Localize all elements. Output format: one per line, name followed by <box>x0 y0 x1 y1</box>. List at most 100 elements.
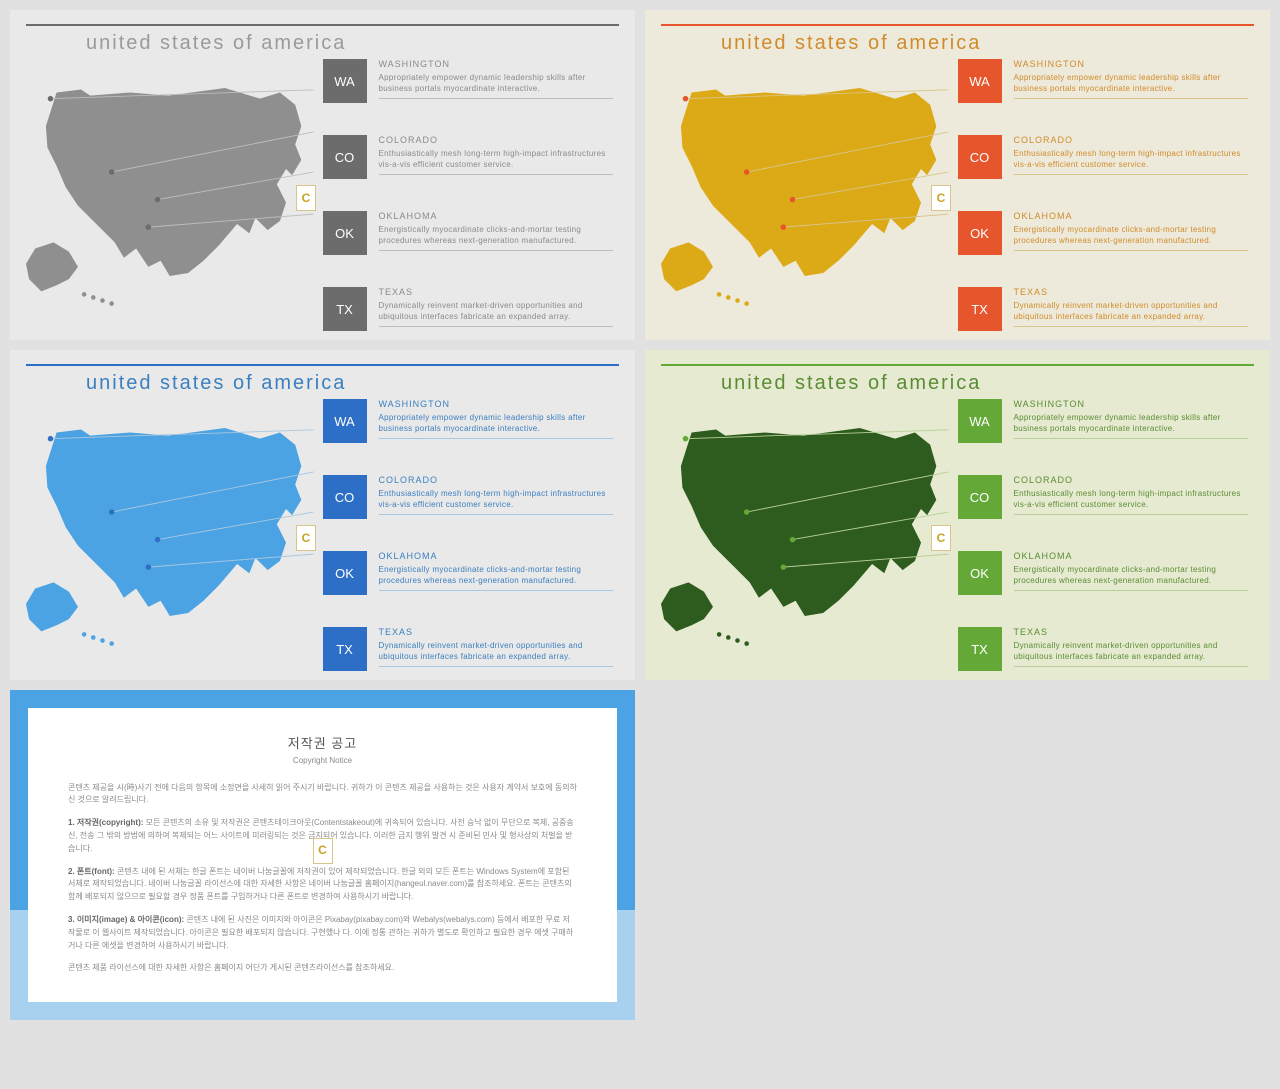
state-name: WASHINGTON <box>1014 399 1249 409</box>
row-underline <box>379 98 614 99</box>
badge-icon: C <box>296 185 316 211</box>
info-column: WA WASHINGTON Appropriately empower dyna… <box>958 55 1255 335</box>
state-row-ok: OK OKLAHOMA Energistically myocardinate … <box>958 211 1255 255</box>
state-row-ok: OK OKLAHOMA Energistically myocardinate … <box>323 211 620 255</box>
state-text: WASHINGTON Appropriately empower dynamic… <box>379 399 620 439</box>
copyright-panel: 저작권 공고 Copyright Notice 콘텐츠 제공을 시(時)사기 전… <box>10 690 635 1020</box>
row-underline <box>379 250 614 251</box>
state-code-box: OK <box>958 211 1002 255</box>
state-text: COLORADO Enthusiastically mesh long-term… <box>1014 475 1255 515</box>
row-underline <box>379 326 614 327</box>
us-map <box>20 405 317 665</box>
row-underline <box>379 666 614 667</box>
state-row-co: CO COLORADO Enthusiastically mesh long-t… <box>958 135 1255 179</box>
state-desc: Enthusiastically mesh long-term high-imp… <box>1014 148 1249 170</box>
state-name: COLORADO <box>379 475 614 485</box>
copyright-footer: 콘텐츠 제품 라이선스에 대한 자세한 사항은 홈페이지 어딘가 게시된 콘텐츠… <box>68 962 577 975</box>
state-code-box: TX <box>958 627 1002 671</box>
badge-icon: C <box>313 838 333 864</box>
state-desc: Energistically myocardinate clicks-and-m… <box>379 564 614 586</box>
state-desc: Energistically myocardinate clicks-and-m… <box>379 224 614 246</box>
state-row-wa: WA WASHINGTON Appropriately empower dyna… <box>958 399 1255 443</box>
state-text: TEXAS Dynamically reinvent market-driven… <box>379 627 620 667</box>
map-column: C <box>661 395 958 675</box>
state-code-box: WA <box>323 399 367 443</box>
state-text: OKLAHOMA Energistically myocardinate cli… <box>379 211 620 251</box>
state-row-co: CO COLORADO Enthusiastically mesh long-t… <box>323 475 620 519</box>
state-row-tx: TX TEXAS Dynamically reinvent market-dri… <box>958 287 1255 331</box>
state-desc: Enthusiastically mesh long-term high-imp… <box>1014 488 1249 510</box>
panel-title: united states of america <box>26 32 619 55</box>
panel-topbar <box>661 24 1254 26</box>
state-row-wa: WA WASHINGTON Appropriately empower dyna… <box>323 399 620 443</box>
state-code-box: CO <box>323 135 367 179</box>
state-name: COLORADO <box>1014 135 1249 145</box>
state-name: OKLAHOMA <box>379 551 614 561</box>
state-desc: Appropriately empower dynamic leadership… <box>1014 412 1249 434</box>
row-underline <box>1014 174 1249 175</box>
state-code-box: CO <box>323 475 367 519</box>
state-text: WASHINGTON Appropriately empower dynamic… <box>379 59 620 99</box>
state-code-box: TX <box>323 287 367 331</box>
state-code-box: OK <box>958 551 1002 595</box>
badge-icon: C <box>296 525 316 551</box>
copyright-subtitle: Copyright Notice <box>68 755 577 768</box>
us-map <box>20 65 317 325</box>
state-row-ok: OK OKLAHOMA Energistically myocardinate … <box>323 551 620 595</box>
state-name: TEXAS <box>1014 627 1249 637</box>
map-column: C <box>26 55 323 335</box>
state-name: OKLAHOMA <box>1014 551 1249 561</box>
copyright-title: 저작권 공고 <box>68 734 577 755</box>
panel-blue: united states of america C WA WASHINGTON… <box>10 350 635 680</box>
row-underline <box>379 438 614 439</box>
panel-title: united states of america <box>26 372 619 395</box>
state-desc: Dynamically reinvent market-driven oppor… <box>1014 300 1249 322</box>
state-desc: Appropriately empower dynamic leadership… <box>1014 72 1249 94</box>
row-underline <box>379 514 614 515</box>
state-name: OKLAHOMA <box>379 211 614 221</box>
row-underline <box>379 174 614 175</box>
copyright-item: 2. 폰트(font): 콘텐츠 내에 된 서체는 한글 폰트는 네이버 나눔글… <box>68 866 577 904</box>
state-row-tx: TX TEXAS Dynamically reinvent market-dri… <box>323 287 620 331</box>
state-row-co: CO COLORADO Enthusiastically mesh long-t… <box>958 475 1255 519</box>
state-code-box: TX <box>958 287 1002 331</box>
copyright-intro: 콘텐츠 제공을 시(時)사기 전에 다음의 항목에 소정면을 사세히 읽어 주시… <box>68 782 577 808</box>
panel-gray: united states of america C WA WASHINGTON… <box>10 10 635 340</box>
state-text: OKLAHOMA Energistically myocardinate cli… <box>379 551 620 591</box>
panel-orange: united states of america C WA WASHINGTON… <box>645 10 1270 340</box>
state-text: COLORADO Enthusiastically mesh long-term… <box>1014 135 1255 175</box>
state-desc: Appropriately empower dynamic leadership… <box>379 72 614 94</box>
state-name: COLORADO <box>1014 475 1249 485</box>
state-code-box: OK <box>323 551 367 595</box>
row-underline <box>1014 326 1249 327</box>
copyright-item: 3. 이미지(image) & 아이콘(icon): 콘텐츠 내에 된 사진은 … <box>68 914 577 952</box>
panel-green: united states of america C WA WASHINGTON… <box>645 350 1270 680</box>
state-row-ok: OK OKLAHOMA Energistically myocardinate … <box>958 551 1255 595</box>
state-text: WASHINGTON Appropriately empower dynamic… <box>1014 59 1255 99</box>
panel-title: united states of america <box>661 32 1254 55</box>
state-text: TEXAS Dynamically reinvent market-driven… <box>1014 287 1255 327</box>
state-name: TEXAS <box>1014 287 1249 297</box>
state-code-box: CO <box>958 135 1002 179</box>
state-desc: Appropriately empower dynamic leadership… <box>379 412 614 434</box>
state-code-box: CO <box>958 475 1002 519</box>
state-text: TEXAS Dynamically reinvent market-driven… <box>379 287 620 327</box>
row-underline <box>1014 666 1249 667</box>
us-map <box>655 405 952 665</box>
empty-cell <box>645 690 1270 1020</box>
panel-topbar <box>661 364 1254 366</box>
row-underline <box>379 590 614 591</box>
state-name: WASHINGTON <box>379 399 614 409</box>
info-column: WA WASHINGTON Appropriately empower dyna… <box>323 55 620 335</box>
state-code-box: WA <box>323 59 367 103</box>
panel-topbar <box>26 24 619 26</box>
state-code-box: OK <box>323 211 367 255</box>
badge-icon: C <box>931 185 951 211</box>
badge-icon: C <box>931 525 951 551</box>
row-underline <box>1014 98 1249 99</box>
state-desc: Enthusiastically mesh long-term high-imp… <box>379 148 614 170</box>
state-desc: Dynamically reinvent market-driven oppor… <box>1014 640 1249 662</box>
panel-topbar <box>26 364 619 366</box>
copyright-inner: 저작권 공고 Copyright Notice 콘텐츠 제공을 시(時)사기 전… <box>28 708 617 1002</box>
state-desc: Enthusiastically mesh long-term high-imp… <box>379 488 614 510</box>
